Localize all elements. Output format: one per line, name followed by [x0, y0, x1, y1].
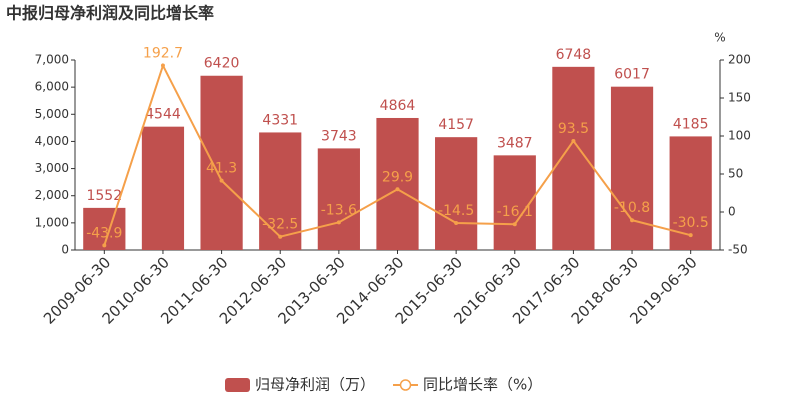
line-point — [571, 138, 576, 143]
bar-value-label: 4864 — [380, 98, 416, 114]
y-tick-label: 6,000 — [35, 80, 69, 94]
bar — [200, 75, 243, 250]
y-tick-label: 4,000 — [35, 134, 69, 148]
chart-title: 中报归母净利润及同比增长率 — [6, 4, 214, 23]
line-value-label: -14.5 — [438, 203, 474, 219]
bar-value-label: 3743 — [321, 128, 357, 144]
y2-tick-label: 50 — [728, 167, 743, 181]
legend-label: 归母净利润（万） — [255, 376, 375, 394]
line-value-label: -43.9 — [86, 225, 122, 241]
y2-tick-label: -50 — [728, 243, 748, 257]
line-point — [688, 233, 693, 238]
bar — [317, 148, 360, 250]
line-value-label: -16.1 — [497, 204, 533, 220]
y-tick-label: 7,000 — [35, 53, 69, 67]
y2-tick-label: 150 — [728, 91, 751, 105]
bar-value-label: 4331 — [262, 112, 298, 128]
line-point — [630, 218, 635, 223]
legend-swatch — [399, 379, 412, 391]
line-value-label: 29.9 — [382, 169, 413, 185]
bar-value-label: 6017 — [614, 67, 650, 83]
line-point — [160, 63, 165, 68]
bar — [669, 136, 712, 250]
line-value-label: -10.8 — [614, 200, 650, 216]
line-point — [454, 221, 459, 226]
line-value-label: 192.7 — [143, 46, 183, 62]
bar-value-label: 4185 — [673, 116, 709, 132]
line-value-label: -30.5 — [673, 215, 709, 231]
line-value-label: -13.6 — [321, 202, 357, 218]
y2-axis-label: % — [714, 31, 725, 45]
y-tick-label: 3,000 — [35, 161, 69, 175]
bar — [552, 66, 595, 250]
y-tick-label: 5,000 — [35, 107, 69, 121]
bar-value-label: 6420 — [204, 56, 240, 72]
bar-value-label: 4157 — [438, 117, 474, 133]
line-value-label: -32.5 — [262, 217, 298, 233]
y2-tick-label: 0 — [728, 205, 736, 219]
bar-value-label: 4544 — [145, 107, 181, 123]
y-tick-label: 1,000 — [35, 215, 69, 229]
line-point — [512, 222, 517, 227]
bar — [610, 86, 654, 250]
bar-value-label: 6748 — [556, 47, 592, 63]
y-tick-label: 0 — [61, 243, 69, 257]
bar — [141, 126, 185, 250]
legend-swatch — [225, 378, 250, 392]
y2-tick-label: 100 — [728, 129, 751, 143]
line-point — [219, 178, 224, 183]
line-point — [278, 234, 283, 239]
bar-value-label: 1552 — [86, 188, 122, 204]
line-value-label: 93.5 — [558, 121, 589, 137]
line-point — [395, 187, 400, 192]
line-point — [336, 220, 341, 225]
y2-tick-label: 200 — [728, 53, 751, 67]
bar — [376, 117, 419, 250]
bar — [259, 132, 302, 250]
bar — [435, 137, 478, 250]
line-point — [102, 243, 107, 248]
y-tick-label: 2,000 — [35, 188, 69, 202]
legend-label: 同比增长率（%） — [423, 376, 542, 394]
bar-value-label: 3487 — [497, 135, 533, 151]
line-value-label: 41.3 — [206, 161, 237, 177]
